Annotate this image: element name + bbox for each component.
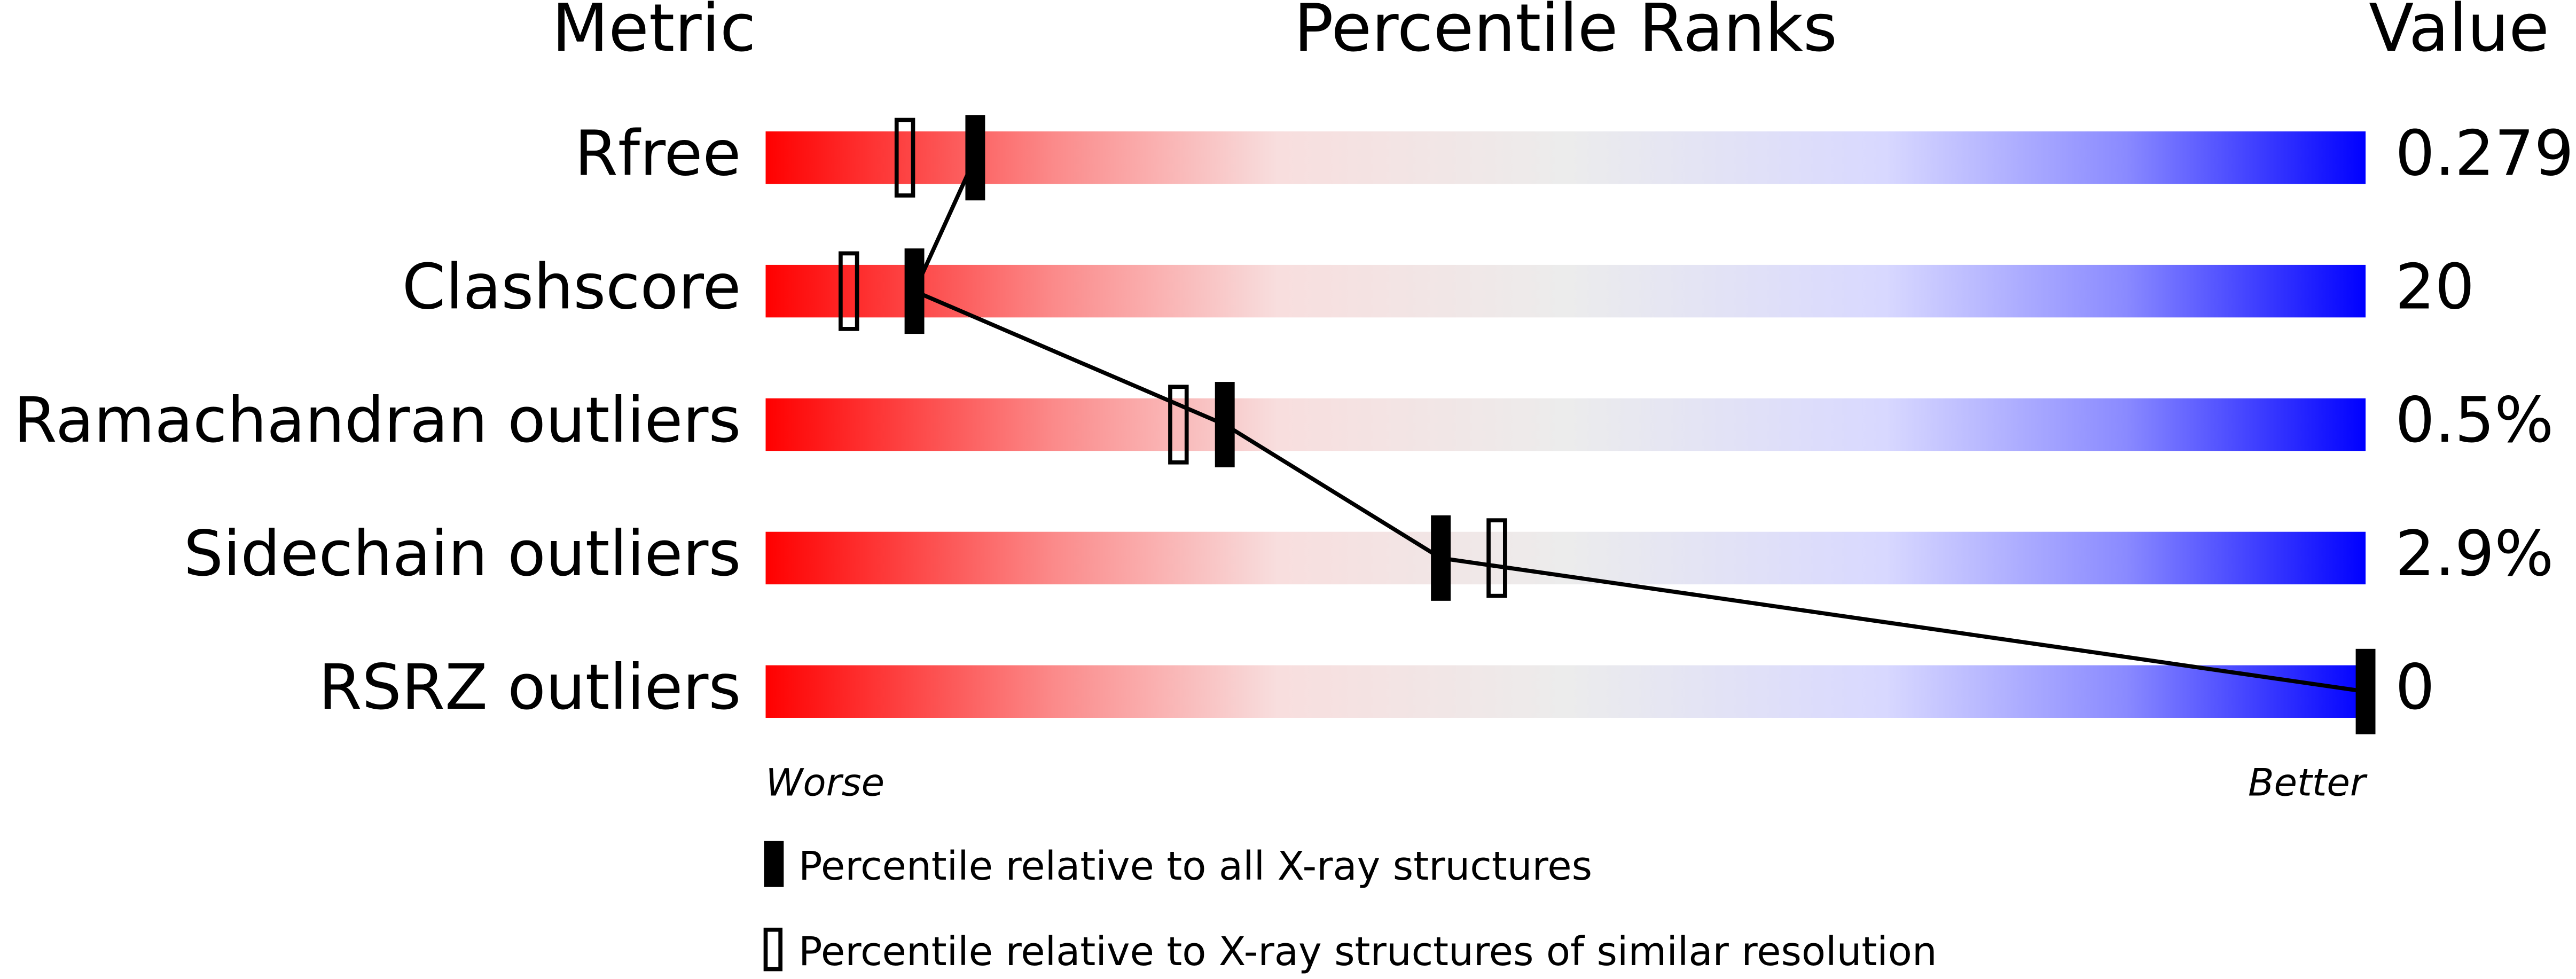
metric-label: Clashscore — [402, 250, 741, 323]
percentile-bar — [765, 665, 2366, 718]
percentile-marker — [965, 115, 985, 201]
similar-marker — [1168, 385, 1189, 465]
percentile-marker — [904, 248, 925, 334]
legend-swatch — [763, 927, 783, 972]
percentile-marker — [1215, 382, 1235, 467]
header: Value — [2369, 0, 2549, 67]
similar-marker — [1486, 518, 1507, 598]
metric-value: 20 — [2395, 250, 2475, 323]
metric-value: 0 — [2395, 651, 2434, 724]
percentile-marker — [2355, 648, 2376, 734]
axis-label: Worse — [765, 761, 884, 805]
similar-marker — [839, 251, 859, 331]
metric-value: 0.5% — [2395, 384, 2554, 457]
percentile-bar — [765, 398, 2366, 451]
metric-label: Ramachandran outliers — [13, 384, 741, 457]
header: Metric — [552, 0, 756, 67]
metric-value: 0.279 — [2395, 117, 2574, 190]
metric-label: RSRZ outliers — [318, 651, 741, 724]
metric-label: Rfree — [575, 117, 741, 190]
percentile-bar — [765, 264, 2366, 318]
axis-label: Better — [2248, 761, 2368, 805]
legend-label: Percentile relative to X-ray structures … — [798, 929, 1937, 975]
metric-label: Sidechain outliers — [184, 518, 741, 590]
metric-value: 2.9% — [2395, 518, 2554, 590]
legend-swatch — [764, 841, 784, 887]
similar-marker — [894, 118, 915, 198]
legend-label: Percentile relative to all X-ray structu… — [798, 843, 1592, 889]
percentile-marker — [1431, 515, 1451, 601]
header: Percentile Ranks — [1294, 0, 1837, 67]
percentile-bar — [765, 131, 2366, 184]
